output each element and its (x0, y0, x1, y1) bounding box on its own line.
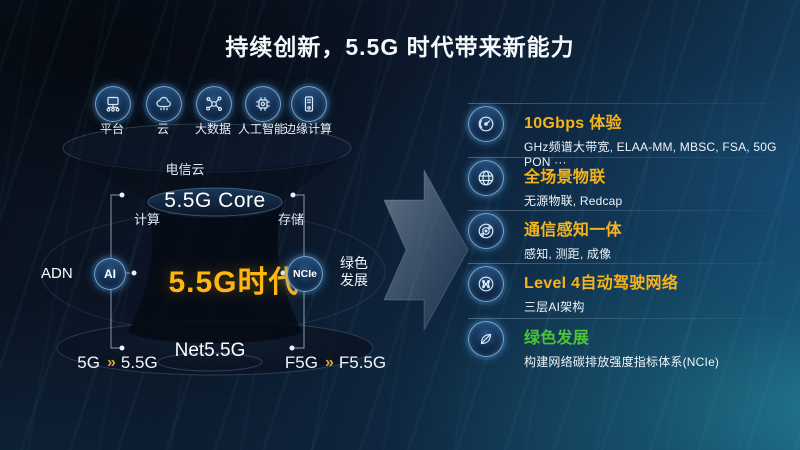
core-label: 5.5G Core (164, 189, 266, 212)
leaf-icon (480, 333, 492, 345)
evo-left-from: 5G (77, 353, 100, 372)
telecom-cloud-label: 电信云 (165, 162, 205, 177)
globe-badge (468, 160, 504, 196)
ai-chip-label: 人工智能 (237, 122, 286, 136)
evolution-left: 5G » 5.5G (55, 353, 180, 373)
cloud-badge (146, 86, 182, 122)
ai-badge: AI (94, 258, 126, 290)
evo-arrow-icon: » (324, 354, 334, 371)
edge-badge (291, 86, 327, 122)
page-title: 持续创新，5.5G 时代带来新能力 (225, 34, 575, 60)
ai-chip-icon (256, 97, 270, 111)
era-headline: 5.5G时代 (168, 266, 300, 299)
evo-left-to: 5.5G (120, 353, 158, 372)
capability-row-10gbps: 10Gbps 体验 GHz频谱大带宽, ELAA-MM, MBSC, FSA, … (468, 103, 780, 169)
edge-computing-label: 边缘计算 (283, 122, 332, 136)
radar-icon (478, 223, 494, 239)
ai-chip-badge (245, 86, 281, 122)
green-development-label: 绿色 发展 (340, 255, 386, 289)
capability-row-green: 绿色发展 构建网络碳排放强度指标体系(NCIe) (468, 318, 780, 369)
capability-row-iot: 全场景物联 无源物联, Redcap (468, 157, 780, 208)
capability-row-sensing: 通信感知一体 感知, 测距, 成像 (468, 210, 780, 261)
capability-subtitle: GHz频谱大带宽, ELAA-MM, MBSC, FSA, 50G PON ··… (524, 140, 777, 169)
capability-title: 全场景物联 (524, 169, 606, 186)
green-line1: 绿色 (340, 255, 368, 271)
gauge-badge (468, 106, 504, 142)
evo-right-from: F5G (284, 353, 318, 372)
brain-icon (478, 276, 494, 292)
capability-title: Level 4自动驾驶网络 (524, 275, 679, 292)
gauge-icon (478, 116, 494, 132)
platform-label: 平台 (99, 122, 124, 136)
net-label: Net5.5G (174, 340, 246, 361)
capability-row-adn: Level 4自动驾驶网络 三层AI架构 (468, 263, 780, 314)
capability-subtitle: 感知, 测距, 成像 (524, 247, 612, 261)
ncie-badge: NCIe (287, 256, 323, 292)
evo-right-to: F5.5G (338, 353, 387, 372)
radar-badge (468, 213, 504, 249)
storage-label: 存储 (277, 212, 304, 227)
bigdata-badge (196, 86, 232, 122)
funnel-structure (40, 123, 386, 376)
edge-computing-icon (304, 96, 314, 112)
bigdata-label: 大数据 (194, 122, 231, 136)
capability-title: 通信感知一体 (524, 222, 622, 239)
globe-icon (478, 170, 494, 186)
leaf-badge (468, 321, 504, 357)
bigdata-icon (205, 96, 223, 112)
evo-arrow-icon: » (106, 354, 116, 371)
platform-badge (95, 86, 131, 122)
capability-subtitle: 无源物联, Redcap (524, 194, 623, 208)
adn-label: ADN (41, 265, 73, 282)
capability-subtitle: 三层AI架构 (524, 300, 585, 314)
capability-title: 绿色发展 (524, 330, 590, 347)
evolution-right: F5G » F5.5G (268, 353, 403, 373)
cloud-icon (156, 96, 171, 111)
platform-icon (106, 96, 120, 112)
capability-title: 10Gbps 体验 (524, 115, 622, 132)
green-line2: 发展 (340, 272, 368, 288)
transition-arrow-icon (383, 169, 469, 331)
cloud-label: 云 (156, 122, 169, 136)
brain-badge (468, 266, 504, 302)
compute-label: 计算 (133, 212, 160, 227)
capability-subtitle: 构建网络碳排放强度指标体系(NCIe) (524, 355, 720, 369)
